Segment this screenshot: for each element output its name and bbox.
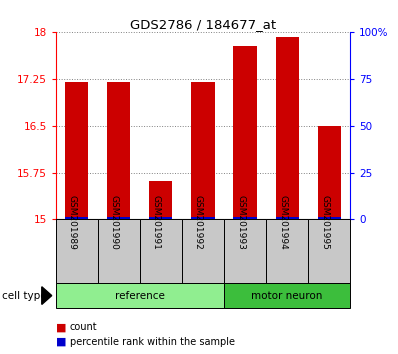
Bar (65, 217, 88, 219)
Text: count: count (70, 322, 97, 332)
Bar (191, 82, 215, 219)
Bar (56, 283, 224, 308)
Polygon shape (42, 287, 52, 304)
Text: GSM201990: GSM201990 (110, 195, 119, 250)
Text: percentile rank within the sample: percentile rank within the sample (70, 337, 235, 347)
Bar (149, 217, 172, 219)
Bar (182, 219, 224, 283)
Bar (224, 219, 266, 283)
Bar (224, 283, 350, 308)
Bar (65, 82, 88, 219)
Bar (318, 217, 341, 219)
Text: GSM201989: GSM201989 (68, 195, 77, 250)
Bar (275, 217, 298, 219)
Bar (149, 181, 172, 219)
Bar (107, 82, 131, 219)
Bar (275, 37, 298, 219)
Text: GSM201992: GSM201992 (194, 195, 203, 250)
Title: GDS2786 / 184677_at: GDS2786 / 184677_at (130, 18, 276, 31)
Text: ■: ■ (56, 337, 66, 347)
Text: ■: ■ (56, 322, 66, 332)
Text: reference: reference (115, 291, 165, 301)
Text: GSM201993: GSM201993 (236, 195, 245, 250)
Bar (234, 46, 257, 219)
Bar (266, 219, 308, 283)
Bar (318, 126, 341, 219)
Bar (107, 217, 131, 219)
Bar (140, 219, 182, 283)
Text: GSM201991: GSM201991 (152, 195, 161, 250)
Bar (98, 219, 140, 283)
Bar (56, 219, 98, 283)
Bar (234, 217, 257, 219)
Text: GSM201995: GSM201995 (320, 195, 329, 250)
Text: cell type: cell type (2, 291, 47, 301)
Text: GSM201994: GSM201994 (278, 195, 287, 250)
Text: motor neuron: motor neuron (252, 291, 323, 301)
Bar (308, 219, 350, 283)
Bar (191, 217, 215, 219)
